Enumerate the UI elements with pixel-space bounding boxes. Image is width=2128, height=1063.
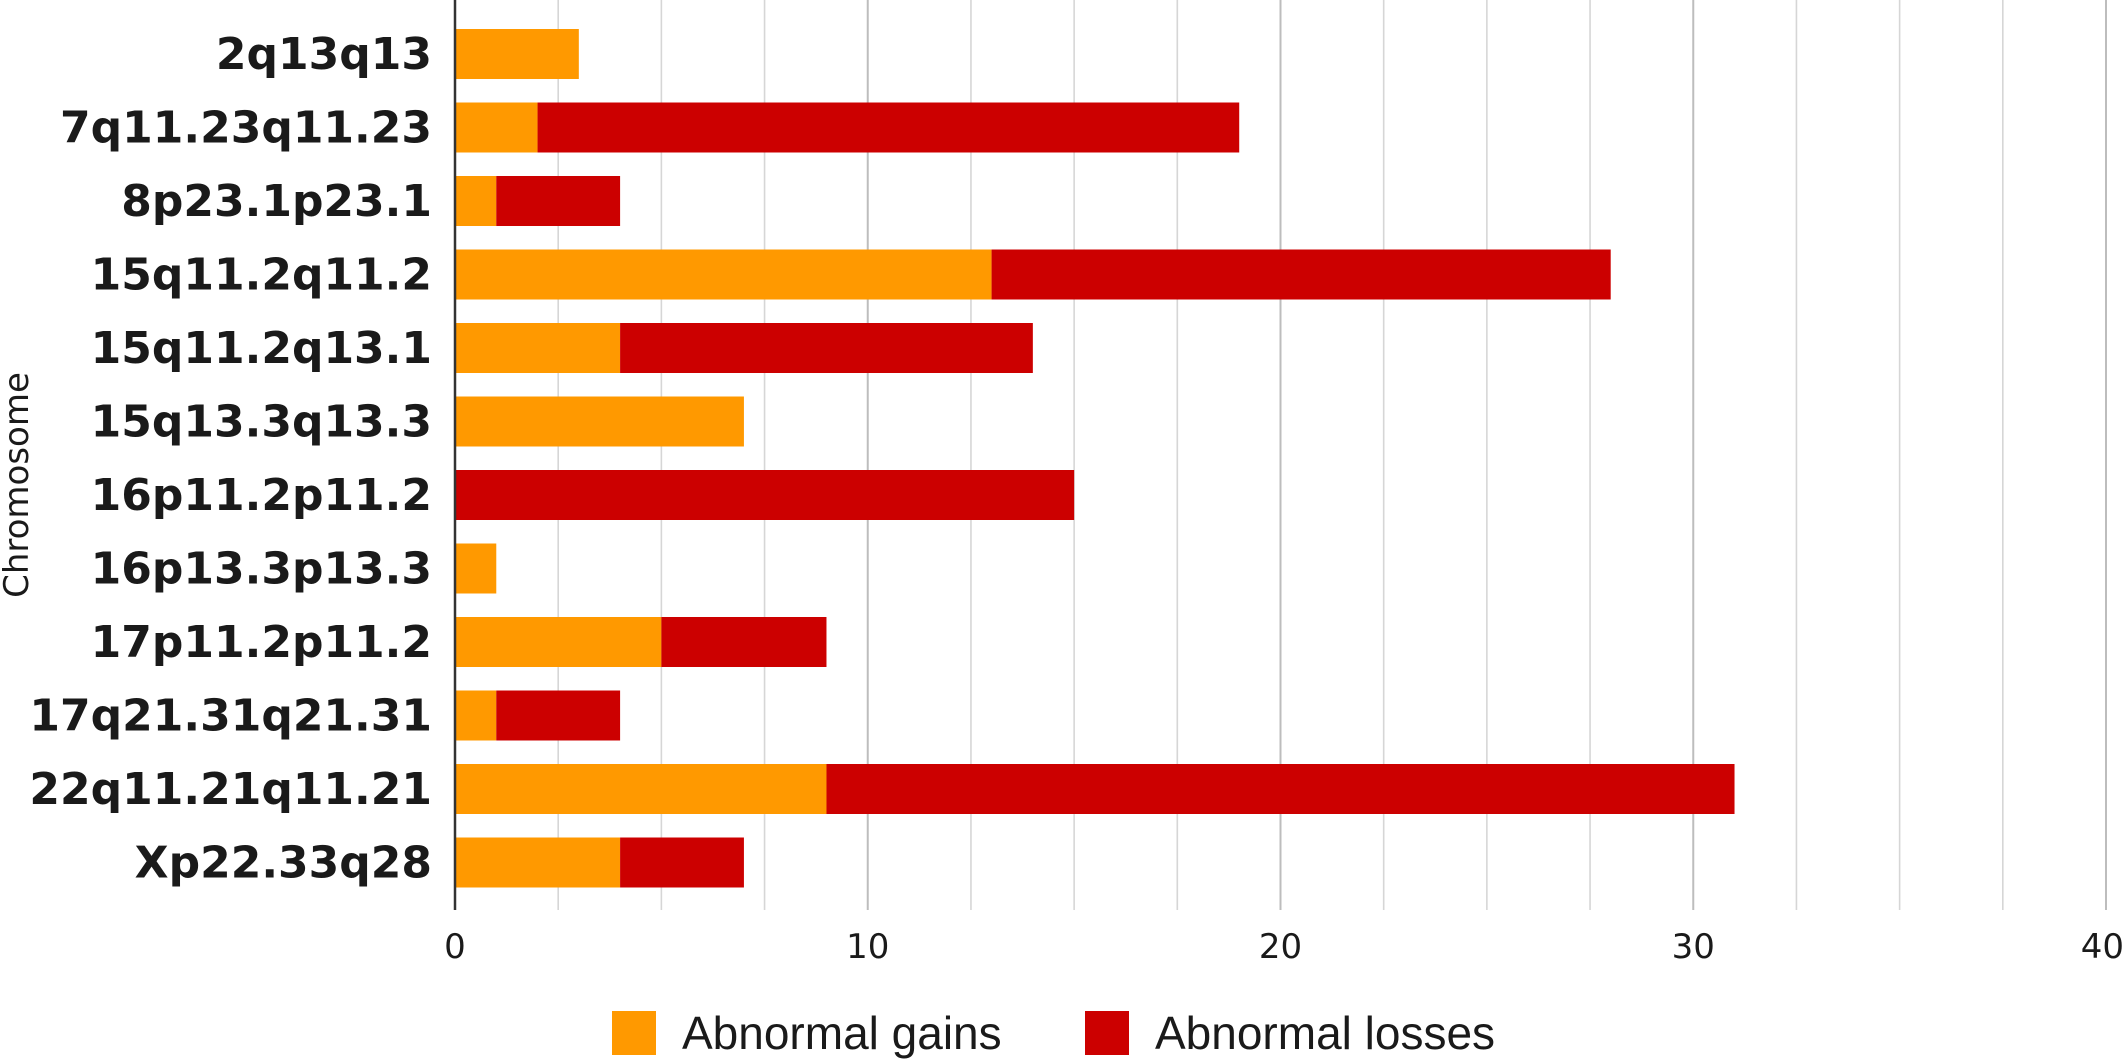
x-tick-labels: 0 10 20 30 40 <box>444 927 2124 967</box>
y-tick-label: 22q11.21q11.21 <box>29 764 432 815</box>
y-tick-label: 2q13q13 <box>216 29 432 80</box>
legend-swatch-gains <box>612 1011 656 1055</box>
bar-gains-9 <box>455 690 497 741</box>
bar-gains-5 <box>455 396 744 447</box>
x-tick-label: 0 <box>444 927 466 967</box>
y-tick-label: 15q11.2q13.1 <box>91 323 432 374</box>
bar-gains-3 <box>455 249 992 300</box>
y-tick-label: 17q21.31q21.31 <box>29 691 432 742</box>
y-tick-label: 16p13.3p13.3 <box>91 544 432 595</box>
bar-losses-10 <box>826 764 1735 814</box>
legend-swatch-losses <box>1085 1011 1129 1055</box>
bar-losses-4 <box>620 323 1033 373</box>
y-tick-label: 8p23.1p23.1 <box>121 176 432 227</box>
bar-losses-1 <box>537 102 1240 153</box>
bar-gains-0 <box>455 29 579 79</box>
y-tick-label: 15q13.3q13.3 <box>91 397 432 448</box>
bar-gains-2 <box>455 176 497 226</box>
y-tick-label: 7q11.23q11.23 <box>60 103 432 154</box>
legend-label-losses: Abnormal losses <box>1155 1007 1495 1059</box>
bar-gains-1 <box>455 102 538 153</box>
bar-gains-10 <box>455 764 827 814</box>
y-axis-title: Chromosome <box>0 372 37 598</box>
bar-gains-11 <box>455 837 621 888</box>
bar-losses-8 <box>661 617 827 667</box>
bar-losses-11 <box>620 837 744 888</box>
legend: Abnormal gains Abnormal losses <box>612 1007 1495 1059</box>
y-tick-label: 16p11.2p11.2 <box>91 470 432 521</box>
bar-losses-2 <box>496 176 621 226</box>
legend-label-gains: Abnormal gains <box>682 1007 1002 1059</box>
bar-losses-3 <box>991 249 1611 300</box>
y-tick-label: Xp22.33q28 <box>135 838 432 889</box>
y-tick-label: 17p11.2p11.2 <box>91 617 432 668</box>
bars <box>455 29 1735 888</box>
bar-gains-7 <box>455 543 497 594</box>
x-tick-label: 20 <box>1259 927 1302 967</box>
x-tick-label: 30 <box>1672 927 1715 967</box>
y-tick-labels: 2q13q13 7q11.23q11.23 8p23.1p23.1 15q11.2q1… <box>29 29 432 889</box>
x-tick-label: 10 <box>846 927 889 967</box>
bar-gains-8 <box>455 617 662 667</box>
bar-gains-4 <box>455 323 621 373</box>
bar-losses-9 <box>496 690 621 741</box>
x-tick-label: 40 <box>2081 927 2124 967</box>
bar-losses-6 <box>455 470 1075 520</box>
y-tick-label: 15q11.2q11.2 <box>91 250 432 301</box>
